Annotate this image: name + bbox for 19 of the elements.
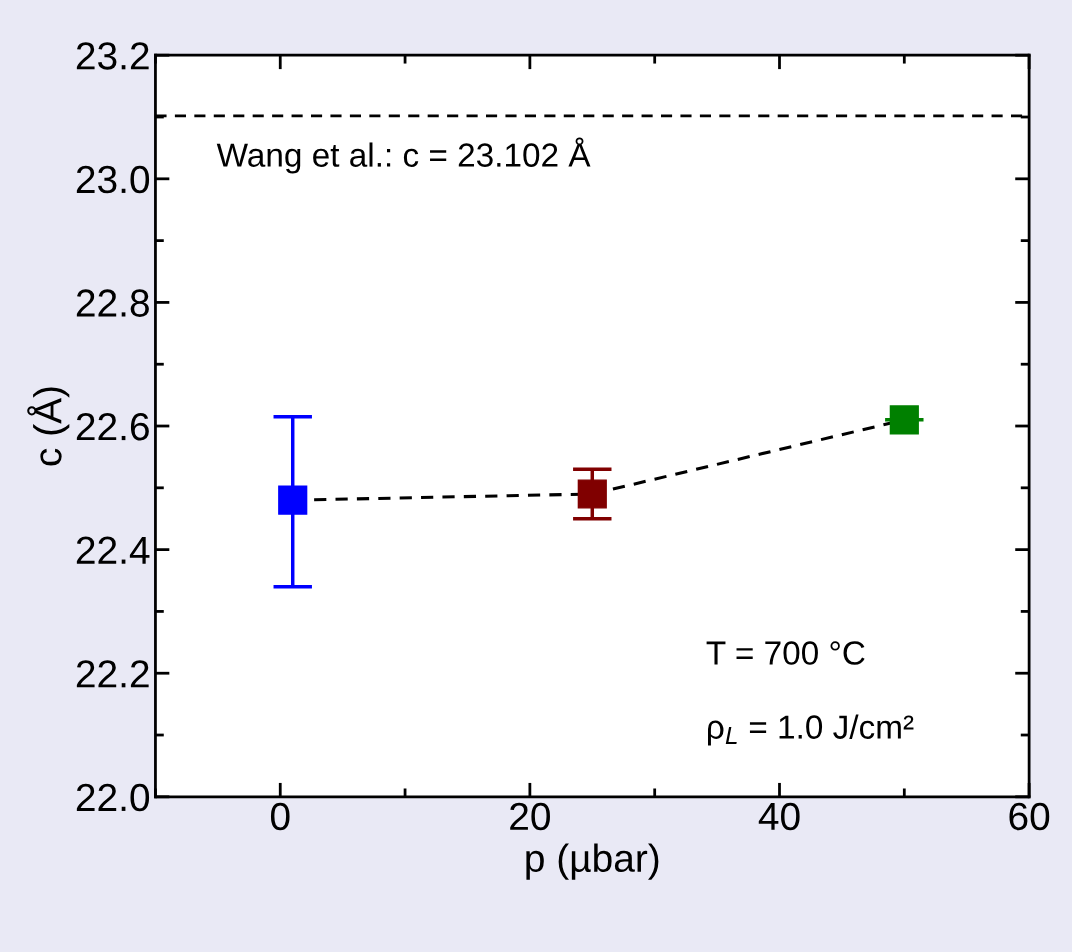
annotation: T = 700 °C xyxy=(706,641,865,665)
y-tick-label: 22.4 xyxy=(76,536,150,564)
x-tick-label: 20 xyxy=(510,802,550,831)
y-tick-label: 23.2 xyxy=(76,42,149,70)
x-tick-label: 40 xyxy=(758,802,800,831)
y-tick-label: 22.2 xyxy=(76,660,149,688)
ref-line-label: Wang et al.: c = 23.102 Å xyxy=(216,137,591,174)
point xyxy=(278,485,308,515)
y-tick-label: 23.0 xyxy=(76,165,150,194)
annotation: ρ$_{L}$ = 1.0 J/cm² xyxy=(708,714,914,746)
y-tick-label: 22.8 xyxy=(76,289,149,317)
x-tick-label: 60 xyxy=(1009,802,1050,831)
point xyxy=(889,405,919,435)
x-axis-title: p (µbar) xyxy=(526,843,659,880)
x-tick-label: 0 xyxy=(270,802,290,831)
point xyxy=(577,479,607,509)
y-axis-title: c (Å) xyxy=(27,387,70,466)
y-tick-label: 22.6 xyxy=(76,412,149,441)
y-tick-label: 22.0 xyxy=(76,783,150,812)
